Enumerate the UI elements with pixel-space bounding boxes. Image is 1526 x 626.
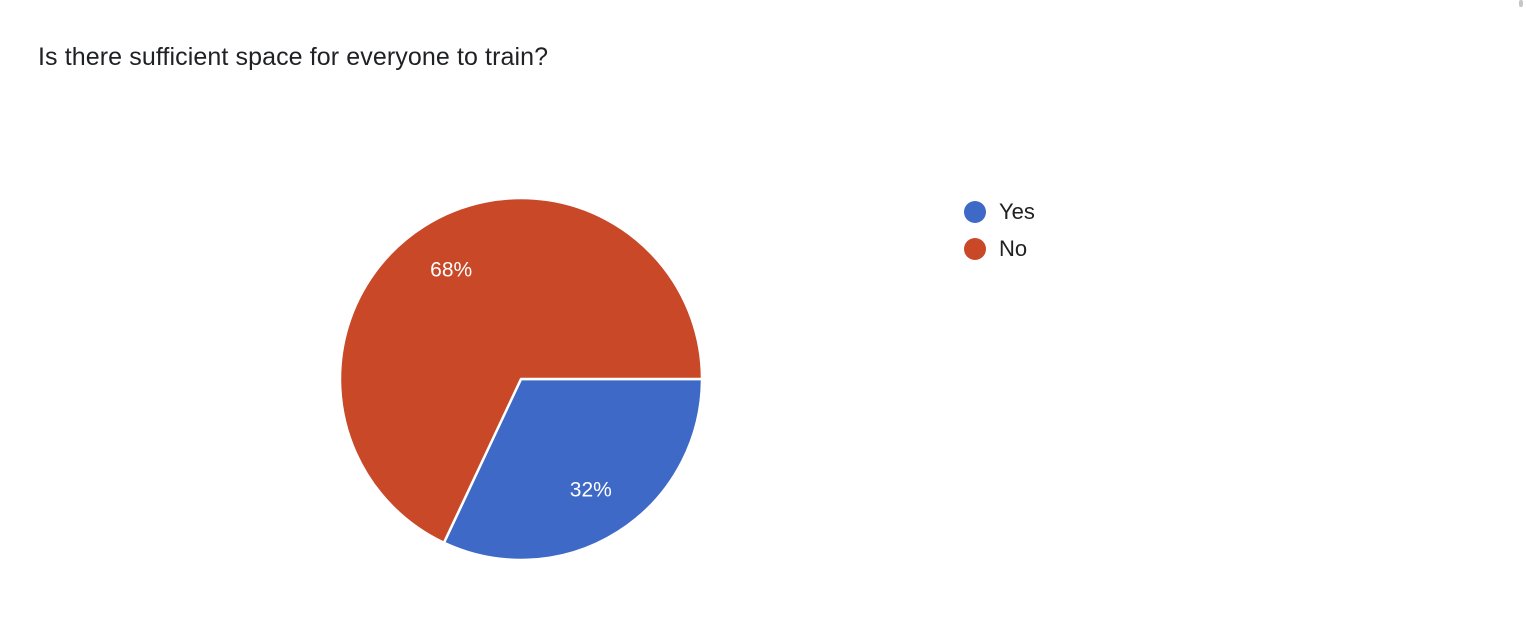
- legend-label-yes: Yes: [999, 198, 1035, 224]
- scrollbar-thumb[interactable]: [1519, 0, 1523, 7]
- chart-legend: Yes No: [964, 193, 1035, 267]
- legend-swatch-yes-icon: [964, 200, 986, 223]
- legend-item-yes: Yes: [964, 193, 1035, 230]
- pie-chart-svg: 32% 68%: [338, 196, 704, 562]
- pie-chart: 32% 68%: [330, 188, 712, 570]
- legend-item-no: No: [964, 230, 1035, 267]
- pie-slice-label-no: 68%: [430, 258, 472, 281]
- pie-slice-no[interactable]: [338, 196, 704, 545]
- question-title: Is there sufficient space for everyone t…: [38, 43, 549, 71]
- pie-slice-label-yes: 32%: [570, 478, 612, 501]
- legend-swatch-no-icon: [964, 237, 986, 260]
- legend-label-no: No: [999, 235, 1028, 261]
- pie-slice-yes[interactable]: [442, 377, 704, 562]
